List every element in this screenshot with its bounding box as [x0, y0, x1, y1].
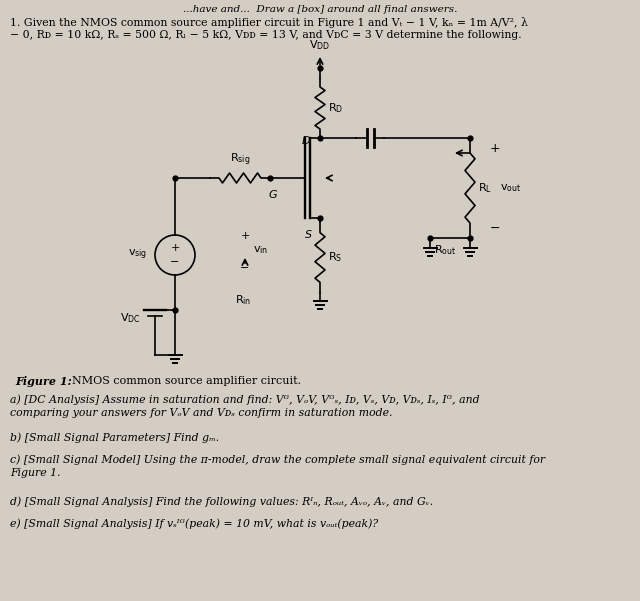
Text: G: G — [269, 190, 277, 200]
Text: Figure 1:: Figure 1: — [15, 376, 76, 387]
Text: −: − — [240, 263, 250, 273]
Text: d) [Small Signal Analysis] Find the following values: Rᴵₙ, Rₒᵤₜ, Aᵥₒ, Aᵥ, and Gᵥ: d) [Small Signal Analysis] Find the foll… — [10, 496, 433, 507]
Text: $\mathregular{v_{sig}}$: $\mathregular{v_{sig}}$ — [128, 248, 147, 262]
Text: 1. Given the NMOS common source amplifier circuit in Figure 1 and Vₜ − 1 V, kₙ =: 1. Given the NMOS common source amplifie… — [10, 17, 528, 28]
Text: c) [Small Signal Model] Using the π-model, draw the complete small signal equiva: c) [Small Signal Model] Using the π-mode… — [10, 454, 545, 465]
Text: NMOS common source amplifier circuit.: NMOS common source amplifier circuit. — [72, 376, 301, 386]
Text: $\mathregular{V_{DC}}$: $\mathregular{V_{DC}}$ — [120, 311, 141, 325]
Text: − 0, Rᴅ = 10 kΩ, Rₛ = 500 Ω, Rₗ − 5 kΩ, Vᴅᴅ = 13 V, and VᴅC = 3 V determine the : − 0, Rᴅ = 10 kΩ, Rₛ = 500 Ω, Rₗ − 5 kΩ, … — [10, 30, 522, 40]
Text: $\mathregular{R_{sig}}$: $\mathregular{R_{sig}}$ — [230, 151, 250, 168]
Text: S: S — [305, 230, 312, 240]
Text: $\mathregular{V_{DD}}$: $\mathregular{V_{DD}}$ — [309, 38, 331, 52]
Text: e) [Small Signal Analysis] If vₛᴵᴳ(peak) = 10 mV, what is vₒᵤₜ(peak)?: e) [Small Signal Analysis] If vₛᴵᴳ(peak)… — [10, 518, 378, 528]
Text: $\mathregular{R_L}$: $\mathregular{R_L}$ — [478, 181, 492, 195]
Text: $\mathregular{R_{out}}$: $\mathregular{R_{out}}$ — [434, 243, 456, 257]
Text: D: D — [301, 136, 310, 146]
Text: $\mathregular{v_{in}}$: $\mathregular{v_{in}}$ — [253, 244, 268, 256]
Text: ...have and...  Draw a [box] around all final answers.: ...have and... Draw a [box] around all f… — [183, 5, 457, 14]
Text: +: + — [490, 141, 500, 154]
Text: a) [DC Analysis] Assume in saturation and find: Vᴳ, VₒV, Vᴳₛ, Iᴅ, Vₛ, Vᴅ, Vᴅₛ, I: a) [DC Analysis] Assume in saturation an… — [10, 394, 479, 404]
Text: +: + — [240, 231, 250, 241]
Text: comparing your answers for VₒV and Vᴅₛ confirm in saturation mode.: comparing your answers for VₒV and Vᴅₛ c… — [10, 408, 392, 418]
Text: $\mathregular{R_{in}}$: $\mathregular{R_{in}}$ — [235, 293, 251, 307]
Text: −: − — [170, 257, 180, 267]
Text: Figure 1.: Figure 1. — [10, 468, 61, 478]
Text: $\mathregular{R_D}$: $\mathregular{R_D}$ — [328, 101, 343, 115]
Text: −: − — [490, 222, 500, 234]
Text: $\mathregular{v_{out}}$: $\mathregular{v_{out}}$ — [500, 182, 522, 194]
Text: b) [Small Signal Parameters] Find gₘ.: b) [Small Signal Parameters] Find gₘ. — [10, 432, 220, 442]
Text: +: + — [170, 243, 180, 253]
Text: $\mathregular{R_S}$: $\mathregular{R_S}$ — [328, 251, 342, 264]
